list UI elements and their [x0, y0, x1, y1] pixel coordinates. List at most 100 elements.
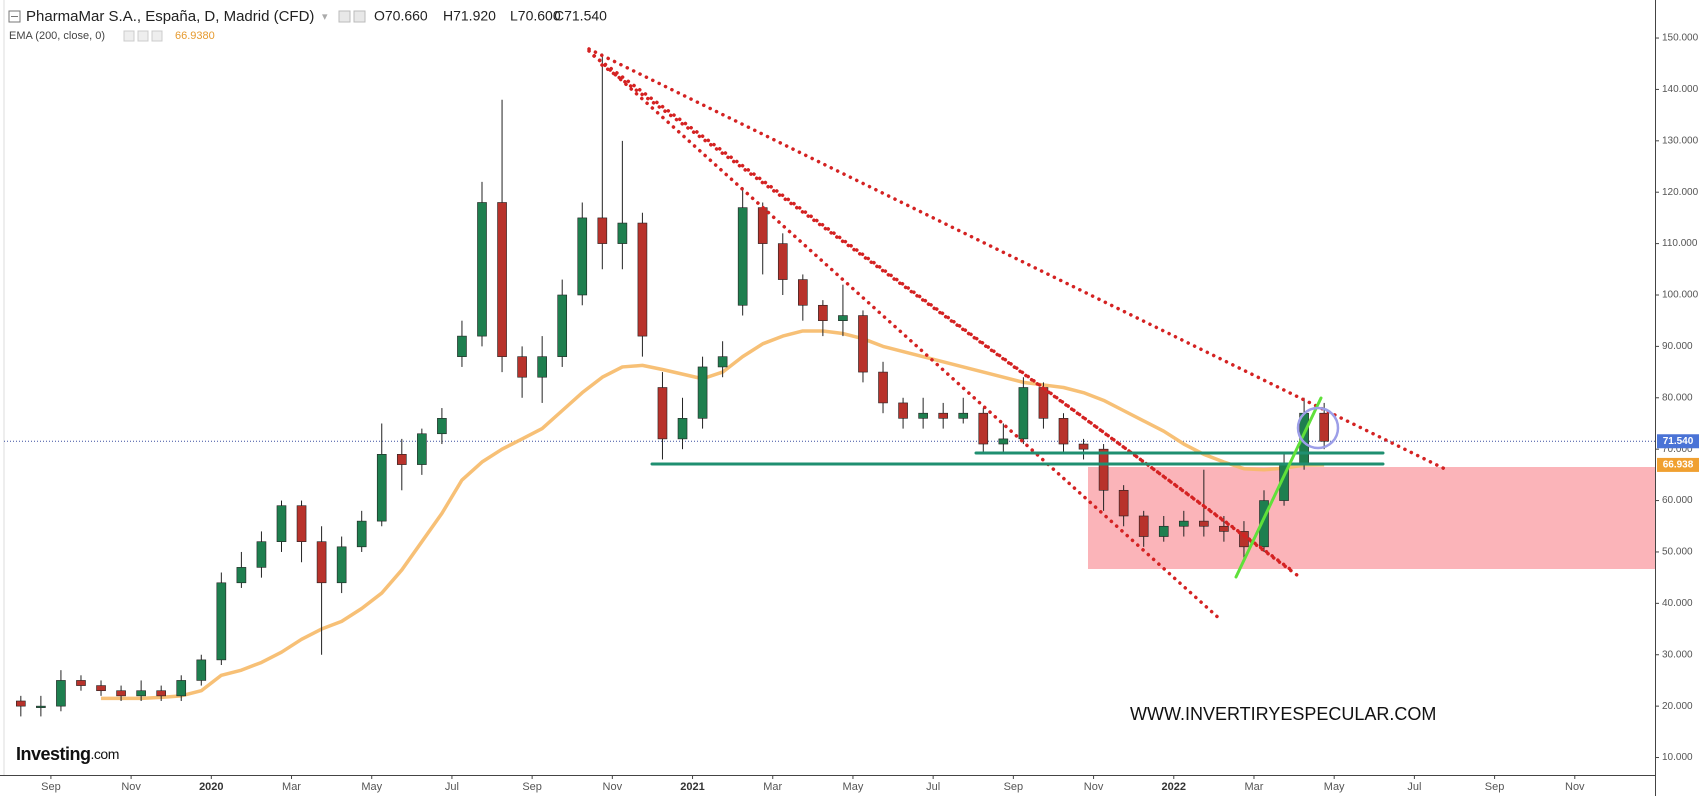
candle-body	[1058, 418, 1069, 445]
candle-body	[898, 402, 908, 419]
x-tick-label: 2022	[1162, 781, 1186, 793]
logo: Investing.com	[16, 744, 119, 764]
candle-body	[1078, 443, 1089, 450]
price-tag-label: 66.938	[1663, 460, 1694, 471]
price-tag	[1657, 434, 1699, 449]
chart-title: PharmaMar S.A., España, D, Madrid (CFD)	[26, 8, 314, 25]
x-tick-label: Mar	[282, 781, 301, 793]
y-tick-label: 20.000	[1662, 701, 1693, 712]
candle-body	[196, 659, 207, 681]
candle-body	[1138, 515, 1149, 537]
candle-body	[156, 690, 166, 697]
y-tick-label: 120.000	[1662, 187, 1699, 198]
candle-body	[1118, 489, 1129, 517]
settings-icon[interactable]	[137, 30, 149, 42]
y-tick-label: 150.000	[1662, 33, 1699, 44]
visibility-icon[interactable]	[338, 10, 351, 23]
candle-body	[838, 315, 848, 321]
x-tick-label: Nov	[1565, 781, 1585, 793]
y-tick-label: 130.000	[1662, 135, 1699, 146]
candle-body	[216, 582, 227, 661]
candle-body	[437, 418, 447, 435]
candle-body	[1178, 520, 1189, 527]
candle-body	[637, 222, 648, 337]
y-tick-label: 50.000	[1662, 547, 1693, 558]
candle-body	[356, 520, 367, 548]
candle-body	[918, 412, 928, 419]
trendline	[587, 49, 1224, 623]
candle-body	[236, 567, 247, 584]
candle-body	[737, 207, 748, 306]
x-tick-label: Nov	[1084, 781, 1104, 793]
axes: 10.000 20.000 30.000 40.000 50.000 60.000 70.0…	[41, 33, 1699, 793]
candle-body	[56, 680, 66, 707]
candle-body	[1038, 387, 1049, 419]
candle-body	[978, 412, 989, 445]
candle-body	[336, 546, 347, 584]
candle-body	[136, 690, 146, 697]
remove-icon[interactable]	[151, 30, 163, 42]
candle-body	[36, 705, 46, 708]
candle-body	[176, 680, 187, 697]
y-tick-label: 110.000	[1662, 238, 1698, 249]
ohlc-close: C71.540	[554, 8, 607, 24]
candle-body	[1219, 525, 1229, 532]
y-tick-label: 100.000	[1662, 290, 1699, 301]
candle-body	[376, 454, 387, 522]
candle-body	[1158, 525, 1169, 537]
logo-word: Investing	[16, 744, 91, 764]
candle-body	[998, 438, 1009, 445]
trendline	[587, 47, 1447, 471]
x-tick-label: Jul	[1407, 781, 1421, 793]
candle-body	[818, 304, 828, 321]
ohlc-low: L70.600	[510, 8, 561, 24]
candle-body	[477, 202, 487, 337]
candle-body	[1259, 500, 1269, 548]
trendline	[592, 54, 1303, 580]
x-tick-label: 2020	[199, 781, 223, 793]
candle-body	[497, 202, 507, 357]
candle-body	[1018, 387, 1029, 440]
collapse-icon[interactable]	[8, 10, 21, 23]
zone	[1088, 467, 1655, 569]
candle-body	[296, 505, 307, 542]
x-tick-label: Jul	[926, 781, 940, 793]
candle-body	[677, 418, 688, 440]
candle-body	[276, 505, 287, 542]
candle-body	[76, 680, 86, 686]
candle-body	[697, 366, 708, 419]
candle-body	[757, 207, 768, 244]
x-tick-label: Nov	[603, 781, 623, 793]
y-tick-label: 60.000	[1662, 495, 1693, 506]
settings-icon[interactable]	[353, 10, 366, 23]
candle-body	[657, 387, 668, 440]
x-tick-label: Sep	[522, 781, 542, 793]
indicator-name: EMA (200, close, 0)	[9, 30, 105, 42]
candle-body	[717, 356, 728, 368]
x-tick-label: Mar	[1244, 781, 1263, 793]
plot-area	[4, 53, 1655, 717]
candle-body	[858, 315, 868, 373]
watermark: WWW.INVERTIRYESPECULAR.COM	[1130, 704, 1436, 724]
candle-body	[878, 371, 888, 404]
dropdown-icon[interactable]: ▾	[322, 11, 328, 23]
y-tick-label: 80.000	[1662, 392, 1693, 403]
candle-body	[938, 412, 948, 419]
ema-line	[101, 329, 1325, 701]
candle-body	[316, 541, 327, 584]
candle-body	[116, 690, 126, 697]
candle-body	[1199, 520, 1209, 527]
x-tick-label: Sep	[41, 781, 61, 793]
candle-body	[577, 217, 588, 296]
visibility-icon[interactable]	[123, 30, 135, 42]
x-tick-label: Nov	[121, 781, 141, 793]
candle-body	[777, 243, 788, 280]
candle-body	[798, 279, 808, 306]
drawings	[587, 47, 1447, 623]
y-tick-label: 70.000	[1662, 444, 1693, 455]
y-tick-label: 30.000	[1662, 649, 1693, 660]
y-tick-label: 90.000	[1662, 341, 1693, 352]
trendline	[1234, 396, 1323, 579]
